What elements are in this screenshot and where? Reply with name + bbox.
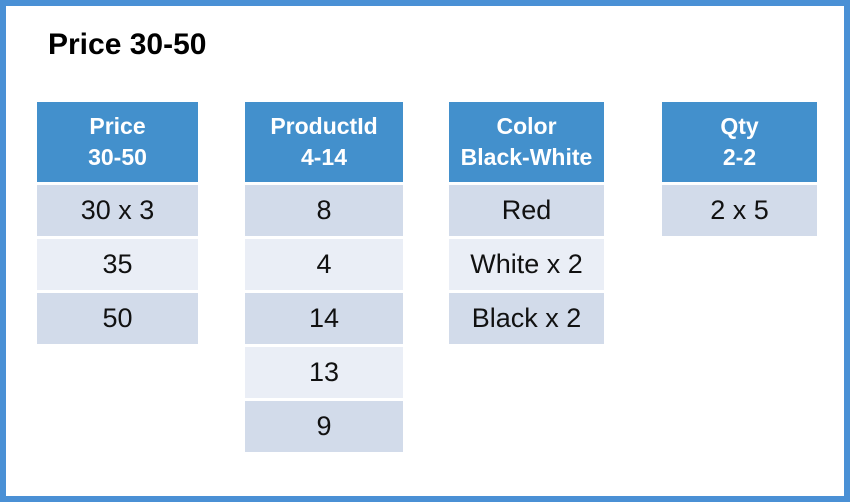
- table-row: 4: [245, 239, 403, 290]
- table-row: White x 2: [449, 239, 604, 290]
- slide-title: Price 30-50: [48, 28, 207, 61]
- table-product-id-header-line2: 4-14: [300, 144, 348, 170]
- table-row: 35: [37, 239, 198, 290]
- table-price: Price 30-50 30 x 3 35 50: [34, 99, 201, 347]
- table-price-header: Price 30-50: [37, 102, 198, 182]
- table-row: 14: [245, 293, 403, 344]
- table-color-header: Color Black-White: [449, 102, 604, 182]
- table-row: 50: [37, 293, 198, 344]
- table-price-header-line2: 30-50: [88, 144, 147, 170]
- table-price-header-line1: Price: [89, 112, 146, 139]
- table-product-id-header: ProductId 4-14: [245, 102, 403, 182]
- table-qty-header-line2: 2-2: [722, 144, 757, 170]
- table-row: Black x 2: [449, 293, 604, 344]
- table-color-header-line2: Black-White: [460, 144, 593, 170]
- table-row: 9: [245, 401, 403, 452]
- table-row: 30 x 3: [37, 185, 198, 236]
- table-product-id: ProductId 4-14 8 4 14 13 9: [242, 99, 406, 455]
- table-row: 8: [245, 185, 403, 236]
- table-row: 13: [245, 347, 403, 398]
- table-qty-header: Qty 2-2: [662, 102, 817, 182]
- table-color-header-line1: Color: [496, 112, 557, 139]
- table-color: Color Black-White Red White x 2 Black x …: [446, 99, 607, 347]
- table-qty-header-line1: Qty: [720, 112, 759, 139]
- table-qty: Qty 2-2 2 x 5: [659, 99, 820, 239]
- table-row: Red: [449, 185, 604, 236]
- table-row: 2 x 5: [662, 185, 817, 236]
- table-product-id-header-line1: ProductId: [270, 112, 378, 139]
